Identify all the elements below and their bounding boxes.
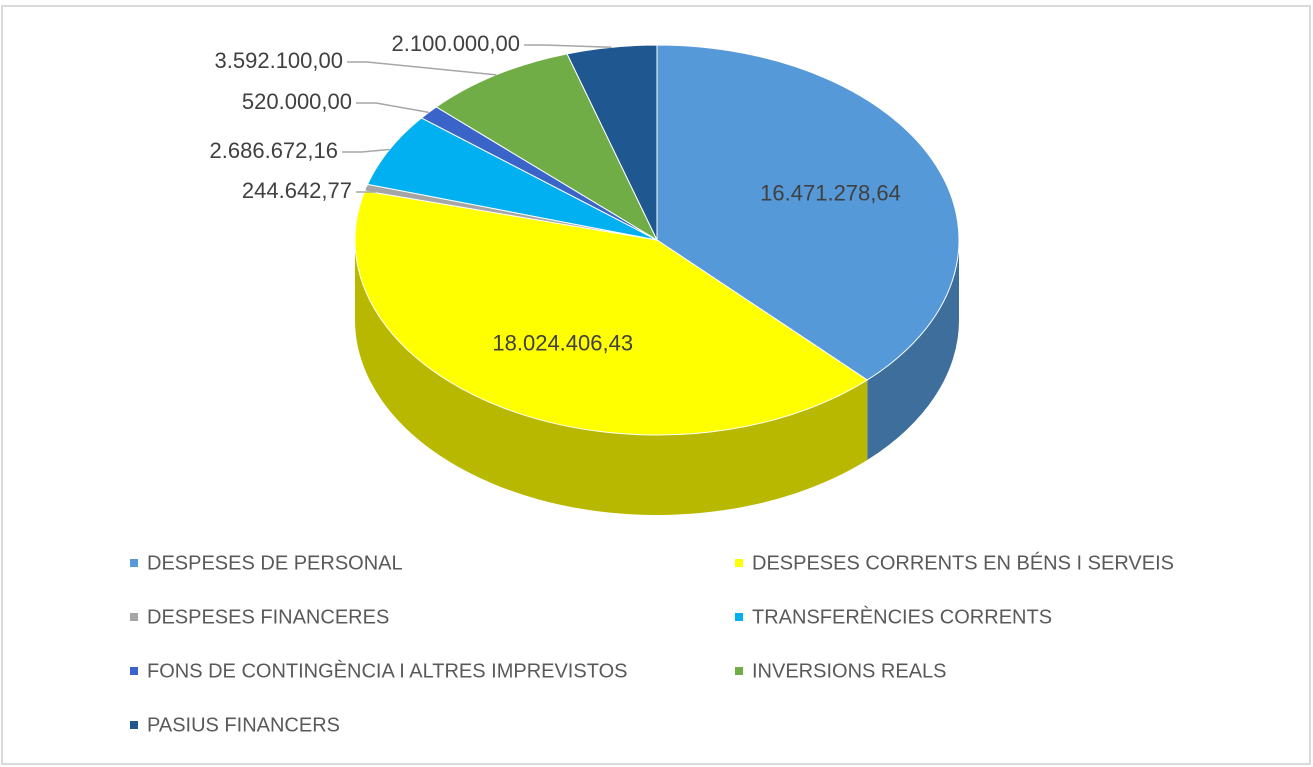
legend-label: DESPESES FINANCERES (147, 606, 389, 628)
data-label: 3.592.100,00 (215, 48, 343, 73)
legend-label: TRANSFERÈNCIES CORRENTS (752, 605, 1052, 628)
slice-side (867, 240, 959, 460)
slice (656, 44, 960, 381)
legend-swatch (130, 667, 138, 675)
data-label: 2.100.000,00 (392, 31, 520, 56)
legend-swatch (735, 613, 743, 621)
leader-line (356, 186, 377, 193)
leader-line (347, 61, 497, 76)
data-label: 16.471.278,64 (760, 180, 901, 205)
legend-swatch (735, 559, 743, 567)
legend-label: DESPESES DE PERSONAL (147, 552, 403, 574)
slice (354, 190, 869, 436)
data-label: 244.642,77 (242, 178, 352, 203)
legend-swatch (130, 613, 138, 621)
legend-swatch (130, 559, 138, 567)
data-label: 18.024.406,43 (492, 330, 633, 355)
legend-swatch (130, 721, 138, 729)
legend-label: INVERSIONS REALS (752, 660, 947, 682)
slice (435, 53, 659, 242)
slice (366, 117, 658, 241)
legend-label: FONS DE CONTINGÈNCIA I ALTRES IMPREVISTO… (147, 659, 627, 682)
legend-label: DESPESES CORRENTS EN BÉNS I SERVEIS (752, 551, 1174, 574)
slice (566, 44, 658, 241)
frame (1, 5, 1311, 765)
leader-line (524, 44, 612, 48)
data-label: 520.000,00 (242, 89, 352, 114)
data-label: 2.686.672,16 (210, 138, 338, 163)
legend-swatch (735, 667, 743, 675)
slice-side (355, 240, 868, 516)
legend-label: PASIUS FINANCERS (147, 714, 340, 736)
leader-line (356, 102, 429, 114)
leader-line (342, 148, 390, 153)
